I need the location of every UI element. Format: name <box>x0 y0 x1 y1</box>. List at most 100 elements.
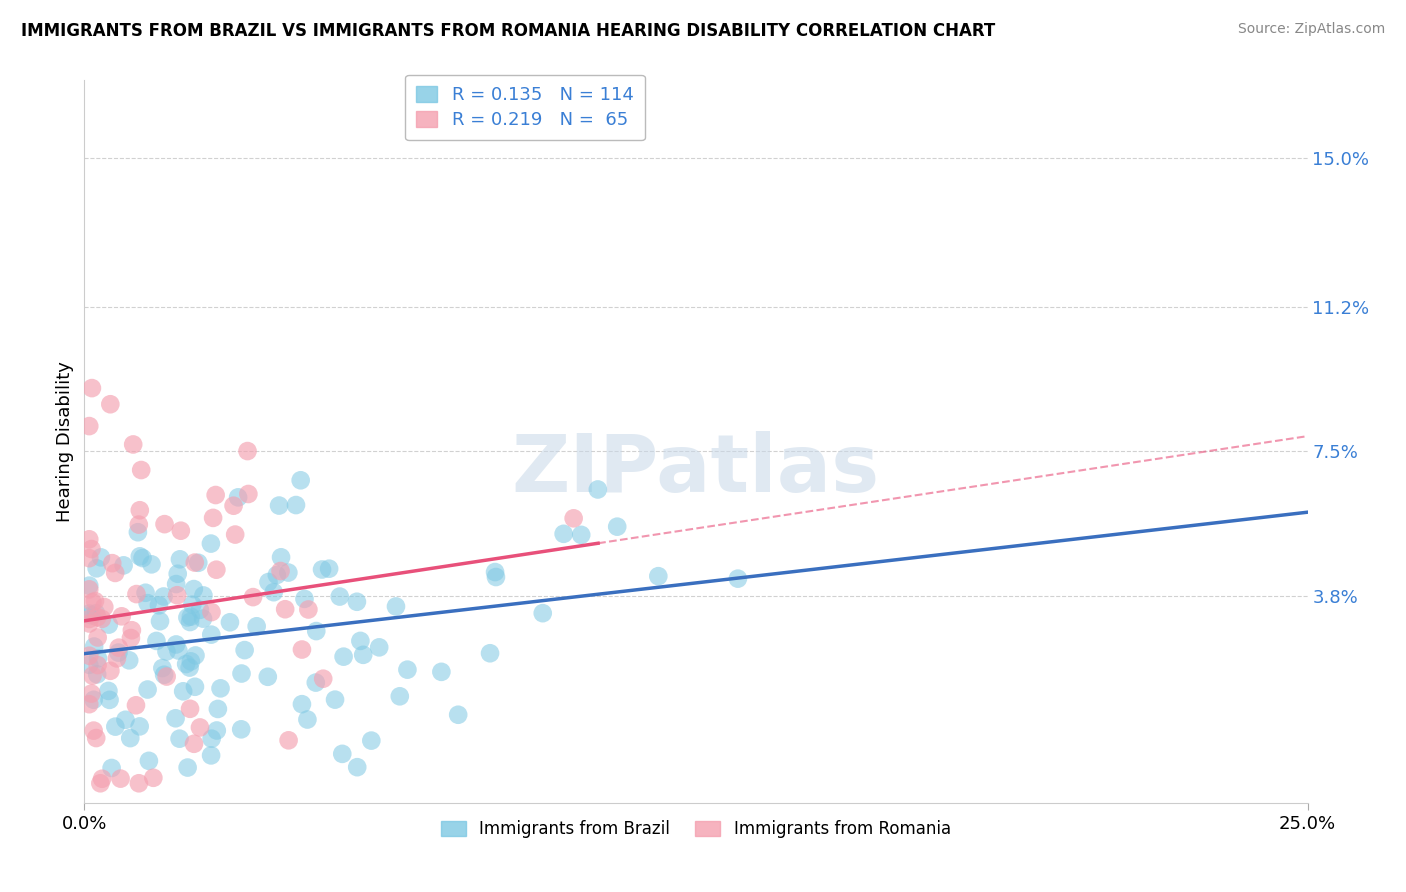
Point <box>183 737 205 751</box>
Point <box>170 524 193 538</box>
Point <box>153 517 176 532</box>
Point <box>166 566 188 581</box>
Point <box>166 588 188 602</box>
Point <box>430 665 453 679</box>
Point <box>330 747 353 761</box>
Point <box>179 660 201 674</box>
Point <box>91 772 114 786</box>
Point <box>266 568 288 582</box>
Point <box>77 419 100 434</box>
Point <box>184 680 207 694</box>
Point <box>396 663 419 677</box>
Point <box>277 733 299 747</box>
Point <box>205 723 228 738</box>
Point <box>201 731 224 746</box>
Point <box>368 640 391 655</box>
Point <box>236 444 259 458</box>
Point <box>447 707 470 722</box>
Point <box>83 640 105 654</box>
Point <box>172 684 194 698</box>
Point <box>80 541 103 556</box>
Y-axis label: Hearing Disability: Hearing Disability <box>56 361 75 522</box>
Point <box>606 519 628 533</box>
Point <box>246 619 269 633</box>
Point <box>385 599 408 614</box>
Point <box>104 566 127 580</box>
Point <box>226 491 249 505</box>
Point <box>84 607 107 621</box>
Text: ZIPatlas: ZIPatlas <box>512 432 880 509</box>
Point <box>323 692 346 706</box>
Point <box>167 643 190 657</box>
Point <box>187 556 209 570</box>
Point <box>352 648 374 662</box>
Point <box>110 772 132 786</box>
Text: Source: ZipAtlas.com: Source: ZipAtlas.com <box>1237 22 1385 37</box>
Point <box>285 498 308 512</box>
Point <box>77 607 100 621</box>
Point <box>388 690 411 704</box>
Point <box>531 606 554 620</box>
Point <box>176 610 198 624</box>
Point <box>242 590 264 604</box>
Point <box>77 697 100 711</box>
Point <box>305 624 328 638</box>
Point <box>176 760 198 774</box>
Point <box>224 527 246 541</box>
Point <box>84 594 107 608</box>
Point <box>209 681 232 696</box>
Point <box>294 591 316 606</box>
Point <box>121 624 143 638</box>
Point <box>349 634 371 648</box>
Point <box>169 731 191 746</box>
Point <box>98 397 121 411</box>
Point <box>77 648 100 663</box>
Point <box>267 499 290 513</box>
Point <box>277 566 299 580</box>
Point <box>291 642 314 657</box>
Point <box>118 653 141 667</box>
Point <box>104 720 127 734</box>
Point <box>98 693 121 707</box>
Point <box>181 598 204 612</box>
Point <box>128 549 150 564</box>
Point <box>360 733 382 747</box>
Point <box>90 612 112 626</box>
Point <box>156 669 179 683</box>
Point <box>183 582 205 596</box>
Point <box>233 643 256 657</box>
Point <box>77 657 100 672</box>
Point <box>107 646 129 660</box>
Point <box>149 614 172 628</box>
Point <box>647 569 669 583</box>
Point <box>485 570 508 584</box>
Point <box>83 723 105 738</box>
Point <box>148 599 170 613</box>
Point <box>553 526 575 541</box>
Point <box>97 617 120 632</box>
Point <box>105 651 128 665</box>
Point <box>297 602 319 616</box>
Point <box>77 533 100 547</box>
Point <box>291 697 314 711</box>
Point <box>97 684 120 698</box>
Point <box>169 552 191 566</box>
Point <box>346 595 368 609</box>
Point <box>86 561 108 575</box>
Point <box>312 672 335 686</box>
Point <box>188 603 211 617</box>
Point <box>257 575 280 590</box>
Point <box>200 536 222 550</box>
Point <box>100 664 122 678</box>
Point <box>129 463 152 477</box>
Point <box>188 721 211 735</box>
Point <box>191 612 214 626</box>
Point <box>82 668 104 682</box>
Point <box>77 579 100 593</box>
Point <box>270 564 292 578</box>
Point <box>184 556 207 570</box>
Point <box>222 499 245 513</box>
Point <box>238 487 260 501</box>
Point <box>200 605 222 619</box>
Point <box>297 713 319 727</box>
